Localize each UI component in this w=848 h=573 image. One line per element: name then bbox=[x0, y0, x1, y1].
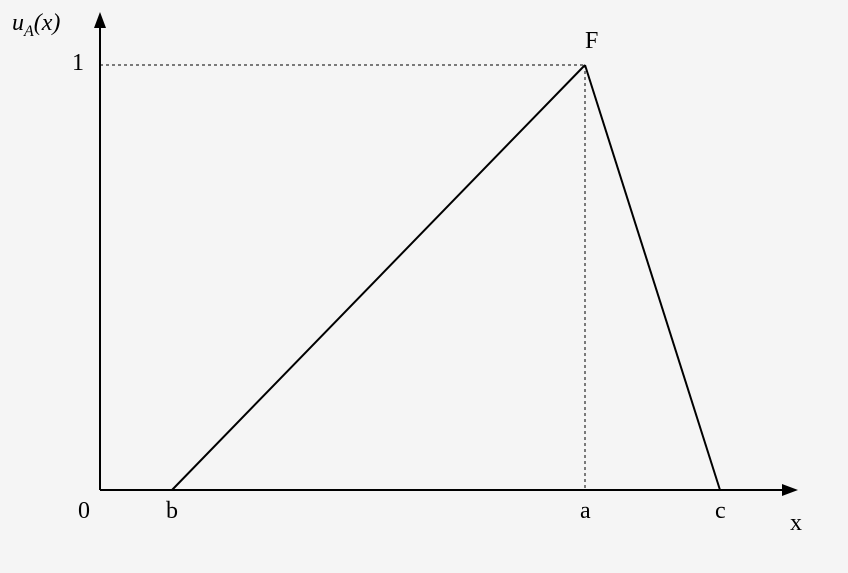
membership-function-chart: uA(x) 1 0 b a c x F bbox=[0, 0, 848, 568]
y-axis-title: uA(x) bbox=[12, 10, 60, 41]
y-label-u: u bbox=[12, 10, 24, 36]
origin-label: 0 bbox=[78, 498, 90, 525]
y-tick-1: 1 bbox=[72, 50, 84, 77]
x-tick-b: b bbox=[166, 498, 178, 525]
y-label-sub: A bbox=[24, 23, 34, 40]
x-axis-arrow bbox=[782, 484, 798, 496]
triangle-right-edge bbox=[585, 65, 720, 490]
triangle-left-edge bbox=[172, 65, 585, 490]
x-tick-a: a bbox=[580, 498, 591, 525]
peak-label: F bbox=[585, 28, 598, 55]
x-axis-title: x bbox=[790, 510, 802, 537]
chart-svg bbox=[0, 0, 848, 568]
y-label-suffix: (x) bbox=[34, 10, 61, 36]
x-tick-c: c bbox=[715, 498, 726, 525]
y-axis-arrow bbox=[94, 12, 106, 28]
